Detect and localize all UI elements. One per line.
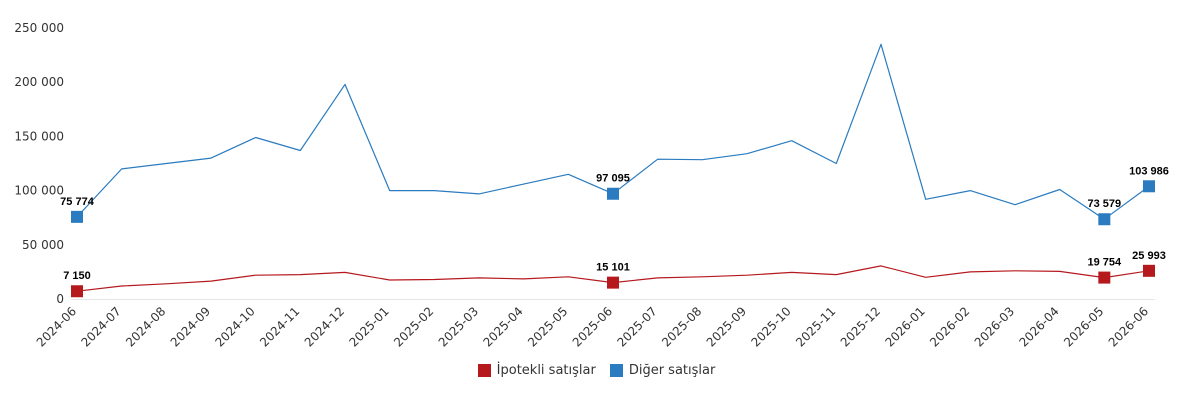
data-point-label: 97 095 — [596, 173, 630, 185]
x-tick-label: 2026-02 — [927, 304, 972, 349]
data-point-label: 25 993 — [1132, 250, 1166, 262]
legend-label-other: Diğer satışlar — [628, 363, 716, 378]
series-lines — [76, 43, 1150, 292]
y-axis-ticks: 0 50 000 100 000 150 000 200 000 250 000 — [14, 21, 64, 306]
y-tick-label: 150 000 — [14, 129, 64, 143]
data-point-marker — [1143, 180, 1155, 193]
x-axis-ticks: 2024-06 2024-07 2024-08 2024-09 2024-10 2024-… — [34, 304, 1151, 349]
x-tick-label: 2025-03 — [436, 304, 481, 349]
data-point-marker — [607, 187, 619, 200]
data-point-label: 19 754 — [1088, 257, 1123, 269]
x-tick-label: 2025-04 — [480, 304, 525, 349]
data-point-marker — [71, 210, 83, 223]
y-tick-label: 50 000 — [22, 238, 64, 252]
data-point-marker — [1098, 271, 1111, 284]
x-tick-label: 2025-02 — [391, 304, 436, 349]
data-point-label: 7 150 — [63, 270, 91, 282]
y-tick-label: 250 000 — [14, 21, 64, 35]
x-tick-label: 2025-01 — [346, 304, 391, 349]
x-tick-label: 2024-09 — [168, 304, 213, 349]
legend-label-mortgage: İpotekli satışlar — [496, 363, 596, 378]
legend-swatch-mortgage — [477, 364, 491, 377]
data-point-label: 103 986 — [1129, 165, 1169, 177]
legend: İpotekli satışlar Diğer satışlar — [0, 363, 1193, 378]
x-tick-label: 2026-05 — [1061, 304, 1106, 349]
data-point-marker — [607, 276, 619, 289]
x-tick-label: 2025-11 — [793, 304, 838, 349]
data-point-marker — [1143, 264, 1155, 277]
x-tick-label: 2025-08 — [659, 304, 704, 349]
y-tick-label: 200 000 — [14, 75, 64, 89]
x-tick-label: 2025-06 — [570, 304, 615, 349]
y-tick-label: 100 000 — [14, 184, 64, 198]
x-tick-label: 2026-04 — [1016, 304, 1061, 349]
x-tick-label: 2025-05 — [525, 304, 570, 349]
x-tick-label: 2024-12 — [302, 304, 347, 349]
x-tick-label: 2024-07 — [78, 304, 123, 349]
series-markers — [71, 180, 1155, 298]
x-tick-label: 2025-09 — [704, 304, 749, 349]
x-tick-label: 2024-10 — [212, 304, 257, 349]
x-tick-label: 2025-12 — [838, 304, 883, 349]
x-tick-label: 2024-11 — [257, 304, 302, 349]
legend-item-mortgage[interactable]: İpotekli satışlar — [477, 363, 596, 378]
legend-swatch-other — [609, 364, 623, 377]
data-point-label: 15 101 — [596, 262, 630, 274]
x-tick-label: 2025-10 — [748, 304, 793, 349]
x-tick-label: 2026-03 — [972, 304, 1017, 349]
data-labels: 7 150 15 101 19 754 25 993 75 774 97 095 73 57… — [60, 165, 1169, 282]
data-point-marker — [71, 285, 83, 298]
x-tick-label: 2026-01 — [882, 304, 927, 349]
x-tick-label: 2025-07 — [614, 304, 659, 349]
x-tick-label: 2026-06 — [1106, 304, 1151, 349]
data-point-marker — [1098, 213, 1111, 226]
data-point-label: 75 774 — [60, 196, 95, 208]
x-tick-label: 2024-08 — [123, 304, 168, 349]
x-tick-label: 2024-06 — [34, 304, 79, 349]
y-tick-label: 0 — [56, 292, 64, 306]
data-point-label: 73 579 — [1088, 198, 1122, 210]
legend-item-other[interactable]: Diğer satışlar — [609, 363, 716, 378]
